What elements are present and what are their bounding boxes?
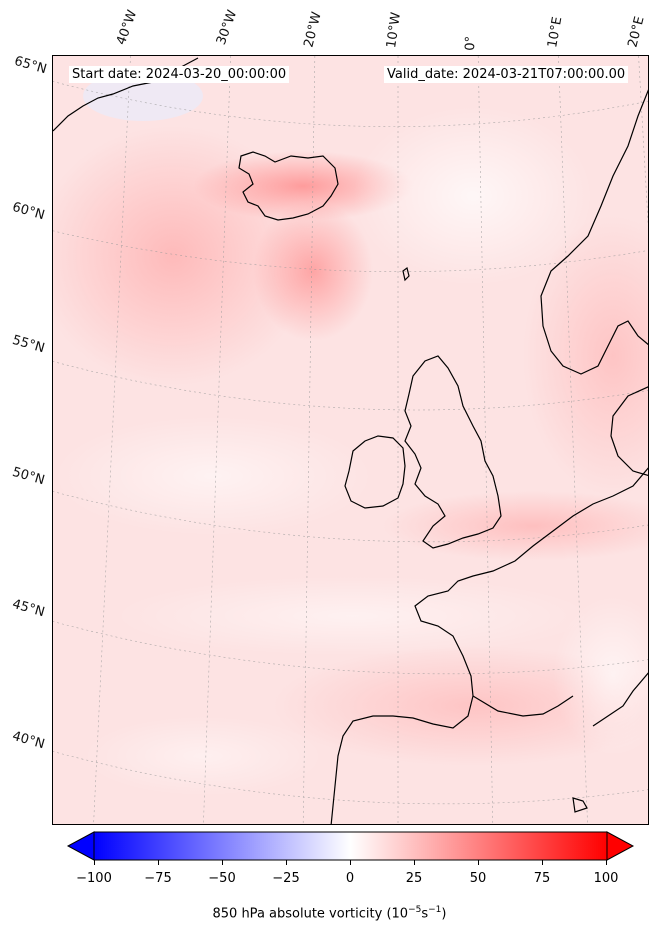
colorbar-gradient [93, 831, 608, 861]
lat-label-65n: 65°N [12, 53, 49, 78]
tick-mark [222, 860, 223, 865]
tick-mark [542, 860, 543, 865]
lon-label-0: 0° [463, 35, 479, 51]
colorbar-tick-label: −75 [144, 871, 172, 886]
vorticity-map [52, 55, 649, 825]
colorbar-label-mid: s [421, 906, 429, 922]
colorbar-max-arrow [606, 831, 635, 861]
tick-mark [350, 860, 351, 865]
colorbar-min-arrow [66, 831, 95, 861]
lon-label-10w: 10°W [384, 11, 404, 49]
lat-label-40n: 40°N [10, 728, 47, 753]
vorticity-field [53, 56, 648, 824]
colorbar-label-text: 850 hPa absolute vorticity (10 [212, 906, 409, 922]
tick-mark [158, 860, 159, 865]
colorbar-tick-label: 100 [593, 871, 619, 886]
lat-label-55n: 55°N [10, 332, 47, 357]
start-date-label: Start date: 2024-03-20_00:00:00 [69, 66, 290, 83]
tick-mark [414, 860, 415, 865]
lat-label-50n: 50°N [10, 464, 47, 489]
colorbar-label-end: ) [441, 906, 447, 922]
colorbar-tick-label: 50 [469, 871, 487, 886]
colorbar-tick-label: 75 [533, 871, 551, 886]
colorbar-tick-label: 0 [345, 871, 355, 886]
colorbar-tick-label: −100 [76, 871, 112, 886]
lat-label-60n: 60°N [10, 199, 47, 224]
tick-mark [606, 860, 607, 865]
colorbar-label: 850 hPa absolute vorticity (10−5s−1) [0, 905, 659, 921]
colorbar-tick-label: −50 [208, 871, 236, 886]
lon-label-30w: 30°W [213, 8, 241, 47]
tick-mark [478, 860, 479, 865]
colorbar-label-exp1: −5 [408, 905, 422, 915]
tick-mark [286, 860, 287, 865]
colorbar-label-exp2: −1 [428, 905, 442, 915]
lon-label-40w: 40°W [113, 8, 141, 47]
colorbar-tick-label: 25 [405, 871, 423, 886]
valid-date-label: Valid_date: 2024-03-21T07:00:00.00 [384, 66, 629, 83]
lon-label-10e: 10°E [545, 15, 566, 49]
lon-label-20w: 20°W [301, 10, 325, 49]
colorbar-tick-label: −25 [272, 871, 300, 886]
lon-label-20e: 20°E [625, 15, 648, 49]
lat-label-45n: 45°N [10, 596, 47, 621]
tick-mark [94, 860, 95, 865]
colorbar [66, 831, 635, 861]
